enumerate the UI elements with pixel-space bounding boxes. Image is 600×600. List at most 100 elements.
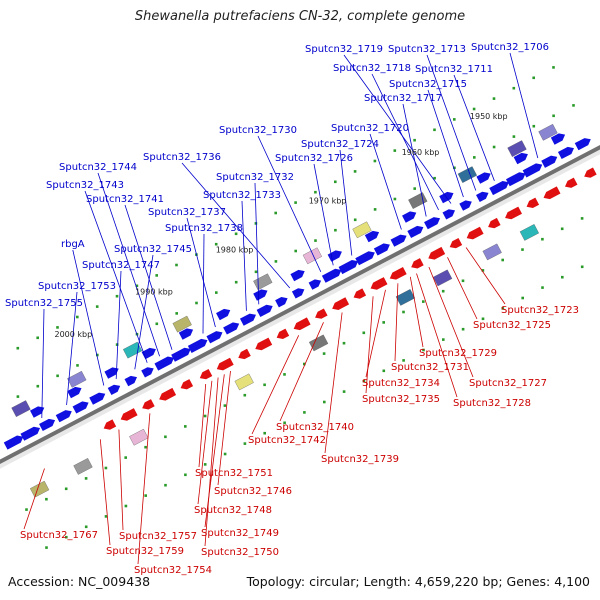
track-tick xyxy=(16,346,20,350)
leader-line xyxy=(339,149,353,256)
track-tick xyxy=(442,338,445,341)
track-tick xyxy=(84,525,88,529)
track-tick xyxy=(433,176,436,180)
gene-label-forward: Sputcn32_1718 xyxy=(333,63,411,74)
track-tick xyxy=(36,336,39,340)
gene-label-forward: Sputcn32_1753 xyxy=(38,281,116,292)
leader-line xyxy=(324,312,343,454)
track-tick xyxy=(303,362,306,366)
gene-label-forward: Sputcn32_1726 xyxy=(275,153,353,164)
track-tick xyxy=(552,66,555,69)
forward-gene xyxy=(67,386,82,399)
leader-line xyxy=(115,270,122,380)
track-tick xyxy=(492,145,496,149)
forward-gene xyxy=(505,172,526,187)
track-tick xyxy=(175,263,178,267)
track-tick xyxy=(393,197,397,201)
genome-title: Shewanella putrefaciens CN-32, complete … xyxy=(134,9,466,24)
gene-feature-block xyxy=(302,247,323,265)
gene-feature-block xyxy=(29,480,50,498)
track-tick xyxy=(561,275,564,279)
track-tick xyxy=(461,327,465,331)
track-tick xyxy=(274,211,277,215)
track-tick xyxy=(453,118,456,121)
gene-label-reverse: Sputcn32_1757 xyxy=(119,531,197,542)
track-tick xyxy=(541,286,544,289)
reverse-gene xyxy=(526,197,540,209)
track-tick xyxy=(124,504,128,508)
forward-gene xyxy=(223,322,240,335)
leader-line xyxy=(198,383,207,468)
forward-gene xyxy=(55,410,72,423)
track-tick xyxy=(314,239,317,242)
forward-gene xyxy=(3,435,24,450)
gene-feature-block xyxy=(11,400,31,417)
gene-label-reverse: Sputcn32_1727 xyxy=(469,378,547,389)
gene-label-reverse: Sputcn32_1749 xyxy=(201,528,279,539)
leader-line xyxy=(217,370,231,486)
track-tick xyxy=(441,289,445,293)
track-tick xyxy=(532,76,535,80)
leader-line xyxy=(202,233,205,334)
reverse-gene xyxy=(428,246,446,260)
forward-gene xyxy=(39,418,56,432)
track-tick xyxy=(402,310,405,314)
track-tick xyxy=(303,411,306,414)
genome-backbone-shade xyxy=(0,144,600,465)
forward-gene xyxy=(574,138,591,151)
forward-gene xyxy=(459,200,472,211)
reverse-gene xyxy=(238,348,251,360)
track-tick xyxy=(155,274,158,277)
gene-label-forward: Sputcn32_1711 xyxy=(415,64,493,75)
reverse-gene xyxy=(370,277,388,290)
track-tick xyxy=(373,208,377,211)
gene-label-forward: Sputcn32_1744 xyxy=(59,162,137,173)
leader-line xyxy=(23,468,45,530)
track-tick xyxy=(501,258,504,262)
leader-line xyxy=(134,254,154,370)
track-tick xyxy=(294,201,297,204)
leader-line xyxy=(197,380,213,505)
track-tick xyxy=(215,291,218,294)
topology-text: Topology: circular; Length: 4,659,220 bp… xyxy=(246,574,590,589)
gene-label-forward: Sputcn32_1706 xyxy=(471,42,549,53)
track-tick xyxy=(223,404,227,407)
track-tick xyxy=(203,463,207,466)
reverse-gene xyxy=(411,258,424,269)
track-tick xyxy=(323,400,326,404)
track-tick xyxy=(532,124,536,128)
gene-feature-block xyxy=(122,341,143,359)
gene-feature-block xyxy=(395,289,416,306)
kbp-mark: 1990 kbp xyxy=(135,288,173,297)
forward-gene xyxy=(141,347,156,360)
forward-gene xyxy=(239,313,256,326)
track-tick xyxy=(453,166,456,170)
track-tick xyxy=(572,104,575,107)
track-tick xyxy=(76,315,79,319)
leader-line xyxy=(97,172,160,357)
track-tick xyxy=(184,473,187,477)
track-tick xyxy=(195,301,198,305)
forward-gene xyxy=(550,133,566,145)
track-tick xyxy=(413,138,416,142)
track-tick xyxy=(214,242,218,246)
gene-label-forward: Sputcn32_1733 xyxy=(203,190,281,201)
track-tick xyxy=(342,341,346,345)
track-tick xyxy=(234,232,238,236)
reverse-gene xyxy=(180,379,194,390)
track-tick xyxy=(263,383,266,387)
leader-line xyxy=(453,74,495,181)
gene-label-forward: Sputcn32_1737 xyxy=(148,207,226,218)
leader-line xyxy=(41,308,45,419)
gene-label-forward: Sputcn32_1743 xyxy=(46,180,124,191)
leader-line xyxy=(343,54,452,204)
track-tick xyxy=(294,249,297,253)
track-tick xyxy=(64,487,68,491)
reverse-gene xyxy=(543,186,561,200)
forward-gene xyxy=(291,288,305,299)
gene-label-reverse: Sputcn32_1729 xyxy=(419,348,497,359)
gene-label-reverse: Sputcn32_1746 xyxy=(214,486,292,497)
leader-line xyxy=(137,413,151,565)
track-tick xyxy=(115,343,119,346)
track-tick xyxy=(254,270,258,274)
